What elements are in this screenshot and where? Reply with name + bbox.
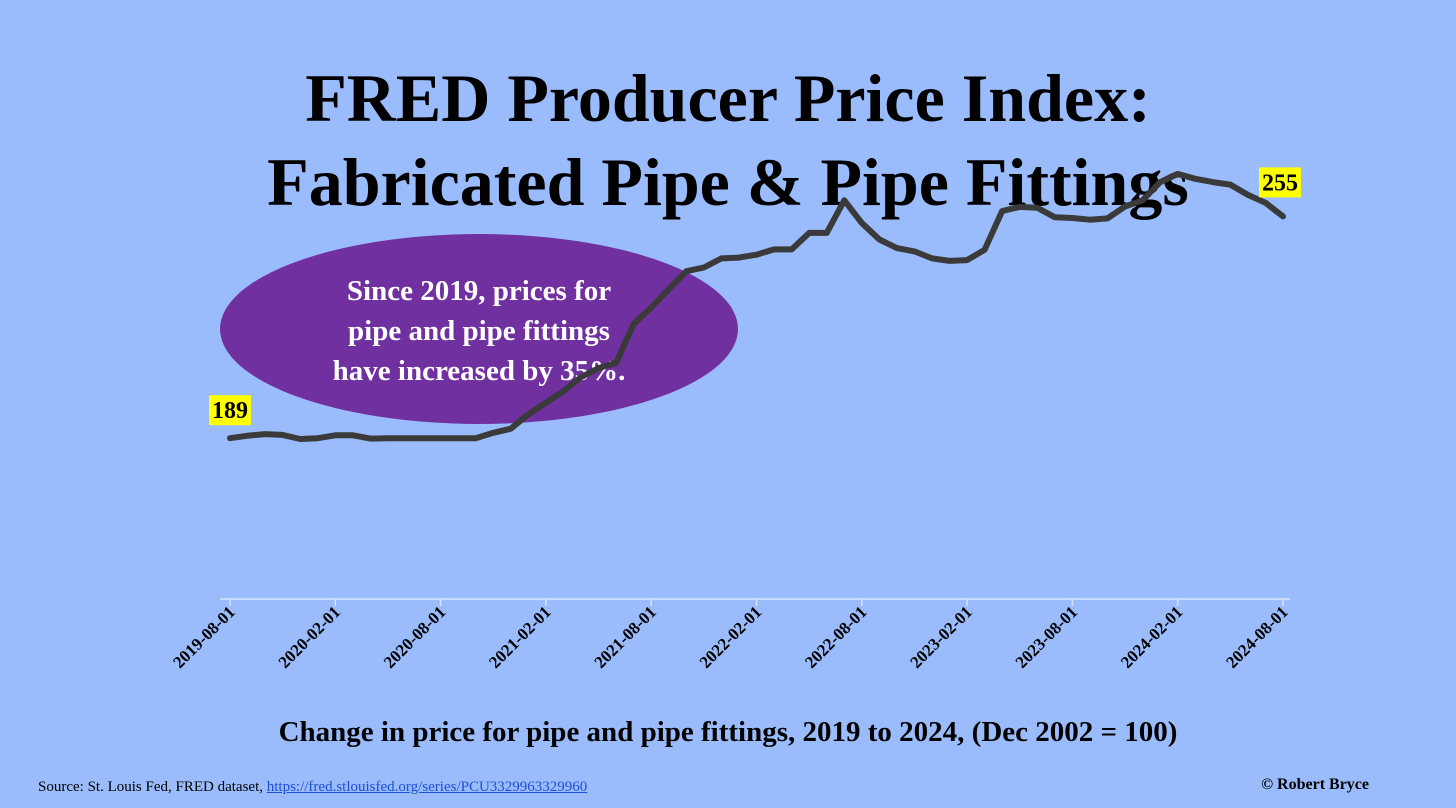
- callout-line-1: Since 2019, prices for: [347, 275, 611, 307]
- x-axis: 2019-08-01 2020-02-01 2020-08-01 2021-02-01…: [169, 598, 1292, 672]
- data-label-text: 255: [1262, 170, 1298, 196]
- title-line-1: FRED Producer Price Index:: [305, 60, 1151, 136]
- x-tick-label: 2022-02-01: [696, 602, 766, 672]
- x-tick-label: 2020-02-01: [275, 602, 345, 672]
- source-prefix: Source: St. Louis Fed, FRED dataset,: [38, 779, 267, 795]
- data-label-highlight: [209, 395, 251, 426]
- x-tick-label: 2019-08-01: [169, 602, 239, 672]
- callout-ellipse: [220, 234, 738, 424]
- data-label-189: 189: [209, 395, 251, 426]
- source-note: Source: St. Louis Fed, FRED dataset, htt…: [38, 779, 587, 796]
- callout-bubble: Since 2019, prices for pipe and pipe fit…: [220, 234, 738, 424]
- callout-line-2: pipe and pipe fittings: [348, 315, 610, 347]
- source-link[interactable]: https://fred.stlouisfed.org/series/PCU33…: [266, 779, 588, 795]
- data-label-highlight: [1259, 167, 1301, 198]
- x-tick-label: 2024-08-01: [1222, 602, 1292, 672]
- x-tick-label: 2021-08-01: [590, 602, 660, 672]
- x-tick-label: 2024-02-01: [1117, 602, 1187, 672]
- data-label-text: 189: [212, 398, 248, 424]
- x-tick-label: 2023-08-01: [1012, 602, 1082, 672]
- series-line-0: [227, 170, 1286, 442]
- callout-line-3: have increased by 35%.: [333, 355, 626, 387]
- x-tick-label: 2023-02-01: [906, 602, 976, 672]
- copyright-note: © Robert Bryce: [1261, 776, 1369, 793]
- chart-title: FRED Producer Price Index: Fabricated Pi…: [0, 56, 1456, 224]
- x-axis-label: Change in price for pipe and pipe fittin…: [278, 716, 1178, 748]
- data-label-255: 255: [1259, 167, 1301, 198]
- data-labels: 189 255: [209, 167, 1301, 426]
- x-tick-label: 2021-02-01: [485, 602, 555, 672]
- series-layer: [227, 170, 1286, 442]
- x-tick-label: 2020-08-01: [380, 602, 450, 672]
- x-tick-label: 2022-08-01: [801, 602, 871, 672]
